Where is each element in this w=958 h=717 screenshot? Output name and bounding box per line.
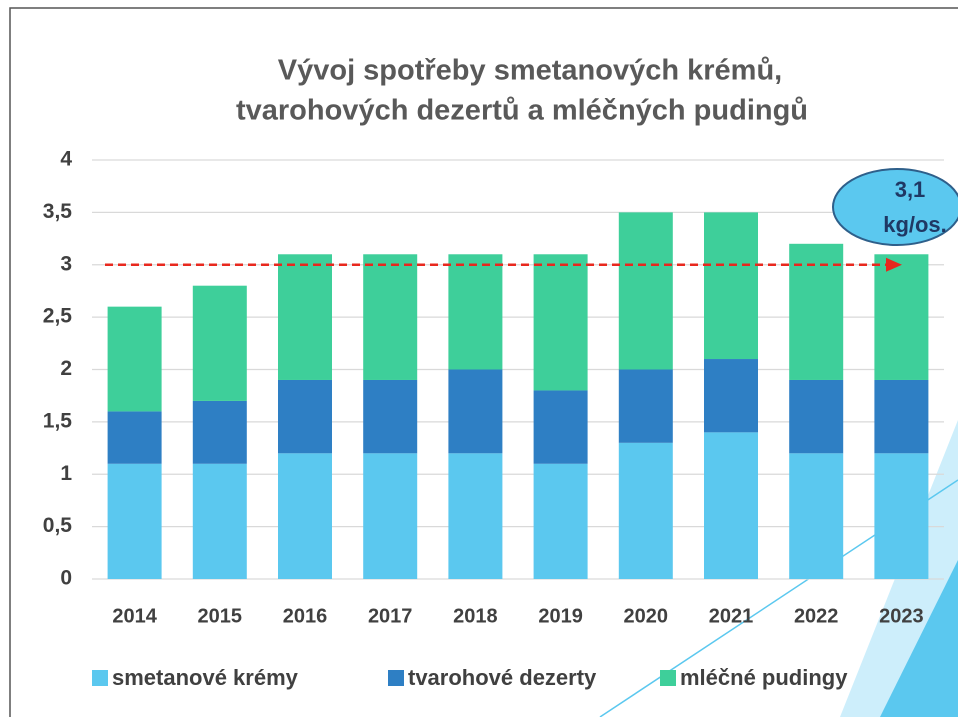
x-tick-label: 2019: [538, 605, 583, 627]
legend-swatch: [660, 670, 676, 686]
bar: [704, 359, 758, 433]
x-tick-label: 2020: [624, 605, 669, 627]
legend-label: tvarohové dezerty: [408, 665, 597, 690]
y-tick-label: 1: [60, 462, 72, 485]
bar: [533, 254, 588, 391]
bar: [789, 379, 844, 454]
bar: [618, 212, 673, 370]
bar: [874, 254, 929, 380]
bar: [704, 432, 758, 579]
chart-title: Vývoj spotřeby smetanových krémů,: [278, 55, 782, 87]
bar: [789, 453, 844, 579]
legend-swatch: [388, 670, 404, 686]
x-tick-label: 2023: [879, 605, 924, 627]
x-tick-label: 2015: [198, 605, 243, 627]
bar: [192, 463, 247, 579]
annotation-bubble: [832, 168, 958, 246]
bar: [278, 379, 332, 454]
bar: [107, 411, 162, 464]
bar: [448, 254, 503, 370]
y-tick-label: 3,5: [43, 200, 73, 223]
bar: [789, 243, 844, 380]
y-tick-label: 2,5: [43, 305, 73, 328]
bar: [874, 379, 929, 454]
y-tick-label: 0,5: [43, 514, 73, 537]
legend-label: mléčné pudingy: [680, 665, 848, 690]
bar: [618, 369, 673, 443]
y-tick-label: 3: [60, 252, 72, 275]
bar: [704, 212, 758, 360]
x-tick-label: 2021: [709, 605, 754, 627]
bar: [448, 453, 503, 579]
bar: [533, 390, 588, 464]
bar: [363, 379, 418, 454]
annotation: 3,1: [895, 177, 926, 202]
bar: [363, 453, 418, 579]
x-tick-label: 2017: [368, 605, 413, 627]
x-tick-label: 2018: [453, 605, 498, 627]
annotation: kg/os.: [883, 212, 947, 237]
bar: [533, 463, 588, 579]
chart-title: tvarohových dezertů a mléčných pudingů: [236, 95, 808, 127]
bar: [107, 306, 162, 412]
bar: [618, 442, 673, 579]
x-tick-label: 2014: [112, 605, 157, 627]
arrow-head: [886, 257, 902, 272]
y-tick-label: 1,5: [43, 409, 73, 432]
decoration: [880, 560, 958, 717]
x-tick-label: 2016: [283, 605, 328, 627]
bar: [363, 254, 418, 380]
y-tick-label: 0: [60, 567, 72, 590]
bar: [278, 453, 332, 579]
legend-label: smetanové krémy: [112, 665, 299, 690]
y-tick-label: 4: [60, 148, 72, 171]
bar: [192, 400, 247, 464]
bar: [107, 463, 162, 579]
frame: [9, 7, 958, 717]
bar: [448, 369, 503, 454]
bar: [278, 254, 332, 380]
y-tick-label: 2: [60, 357, 72, 380]
x-tick-label: 2022: [794, 605, 839, 627]
bar: [874, 453, 929, 579]
bar: [192, 285, 247, 401]
legend-swatch: [92, 670, 108, 686]
